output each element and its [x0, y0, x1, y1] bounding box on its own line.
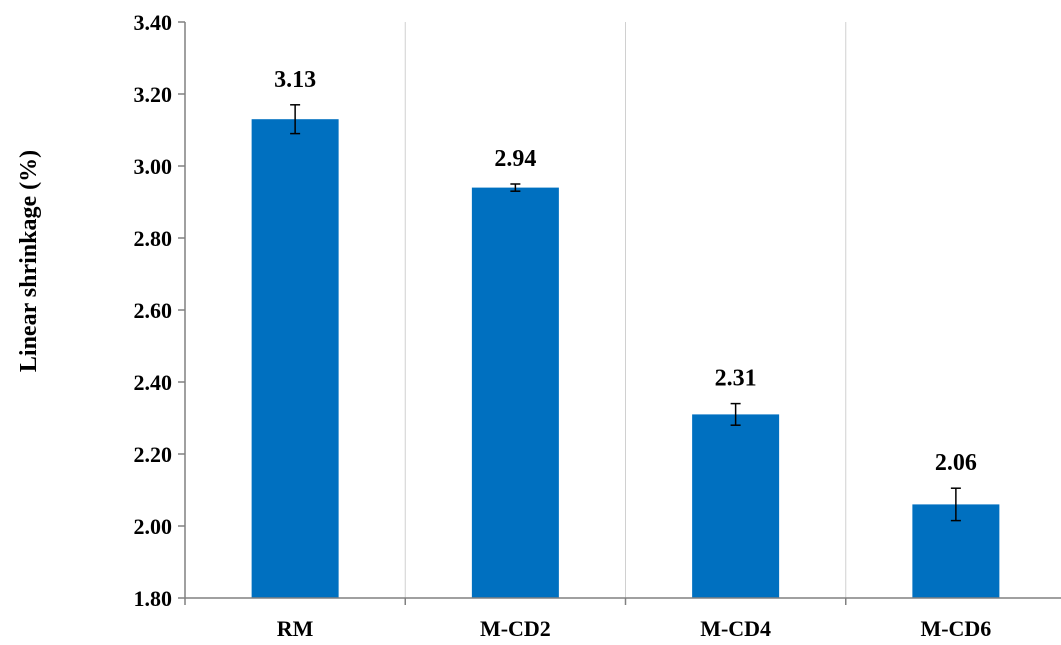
bar-rm: [251, 119, 339, 598]
y-tick-label: 1.80: [134, 586, 173, 611]
x-tick-labels: RM M-CD2 M-CD4 M-CD6: [277, 616, 992, 641]
bar-m-cd2: [471, 187, 559, 598]
x-tick-label: RM: [277, 616, 314, 641]
bars: [251, 119, 1000, 598]
y-tick-label: 3.40: [134, 10, 173, 35]
y-tick-label: 3.00: [134, 154, 173, 179]
y-tick-label: 2.20: [134, 442, 173, 467]
value-labels: 3.13 2.94 2.31 2.06: [274, 67, 977, 476]
y-tick-label: 2.80: [134, 226, 173, 251]
y-tick-label: 2.60: [134, 298, 173, 323]
value-label: 2.94: [494, 146, 536, 172]
x-tick-label: M-CD4: [700, 616, 771, 641]
y-axis-title: Linear shrinkage (%): [16, 150, 42, 372]
value-label: 3.13: [274, 67, 316, 93]
y-tick-labels: 1.80 2.00 2.20 2.40 2.60 2.80 3.00 3.20 3.40: [134, 10, 173, 611]
value-label: 2.06: [935, 450, 977, 476]
y-tick-label: 2.40: [134, 370, 173, 395]
bar-m-cd4: [692, 414, 780, 598]
y-tick-label: 3.20: [134, 82, 173, 107]
axes: [178, 21, 1061, 605]
value-label: 2.31: [715, 366, 757, 392]
gridlines: [404, 22, 847, 598]
x-tick-label: M-CD2: [480, 616, 551, 641]
y-tick-label: 2.00: [134, 514, 173, 539]
error-bars: [290, 104, 961, 522]
x-tick-label: M-CD6: [920, 616, 991, 641]
